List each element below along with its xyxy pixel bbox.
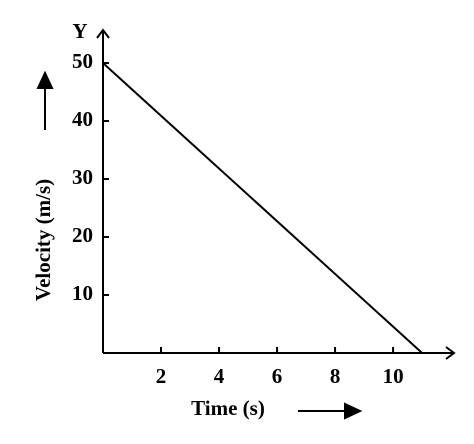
decor-arrows: [36, 70, 363, 420]
x-tick-label: 2: [156, 364, 167, 388]
y-axis-arrow: [96, 28, 110, 39]
y-tick-label: 50: [72, 49, 93, 73]
x-tick-label: 8: [330, 364, 341, 388]
y-tick-label: 20: [72, 223, 93, 247]
x-axis-label: Time (s): [191, 396, 265, 420]
y-tick-label: 10: [72, 281, 93, 305]
arrow-head: [36, 70, 54, 89]
x-tick-label: 6: [272, 364, 283, 388]
x-axis-arrow: [445, 346, 456, 360]
y-tick-label: 30: [72, 165, 93, 189]
y-tick-label: 40: [72, 107, 93, 131]
x-tick-label: 4: [214, 364, 225, 388]
y-axis-label: Velocity (m/s): [31, 179, 55, 301]
x-tick-label: 10: [383, 364, 404, 388]
arrow-head: [344, 402, 363, 420]
y-axis-letter: Y: [72, 19, 87, 43]
data-line: [102, 62, 423, 354]
